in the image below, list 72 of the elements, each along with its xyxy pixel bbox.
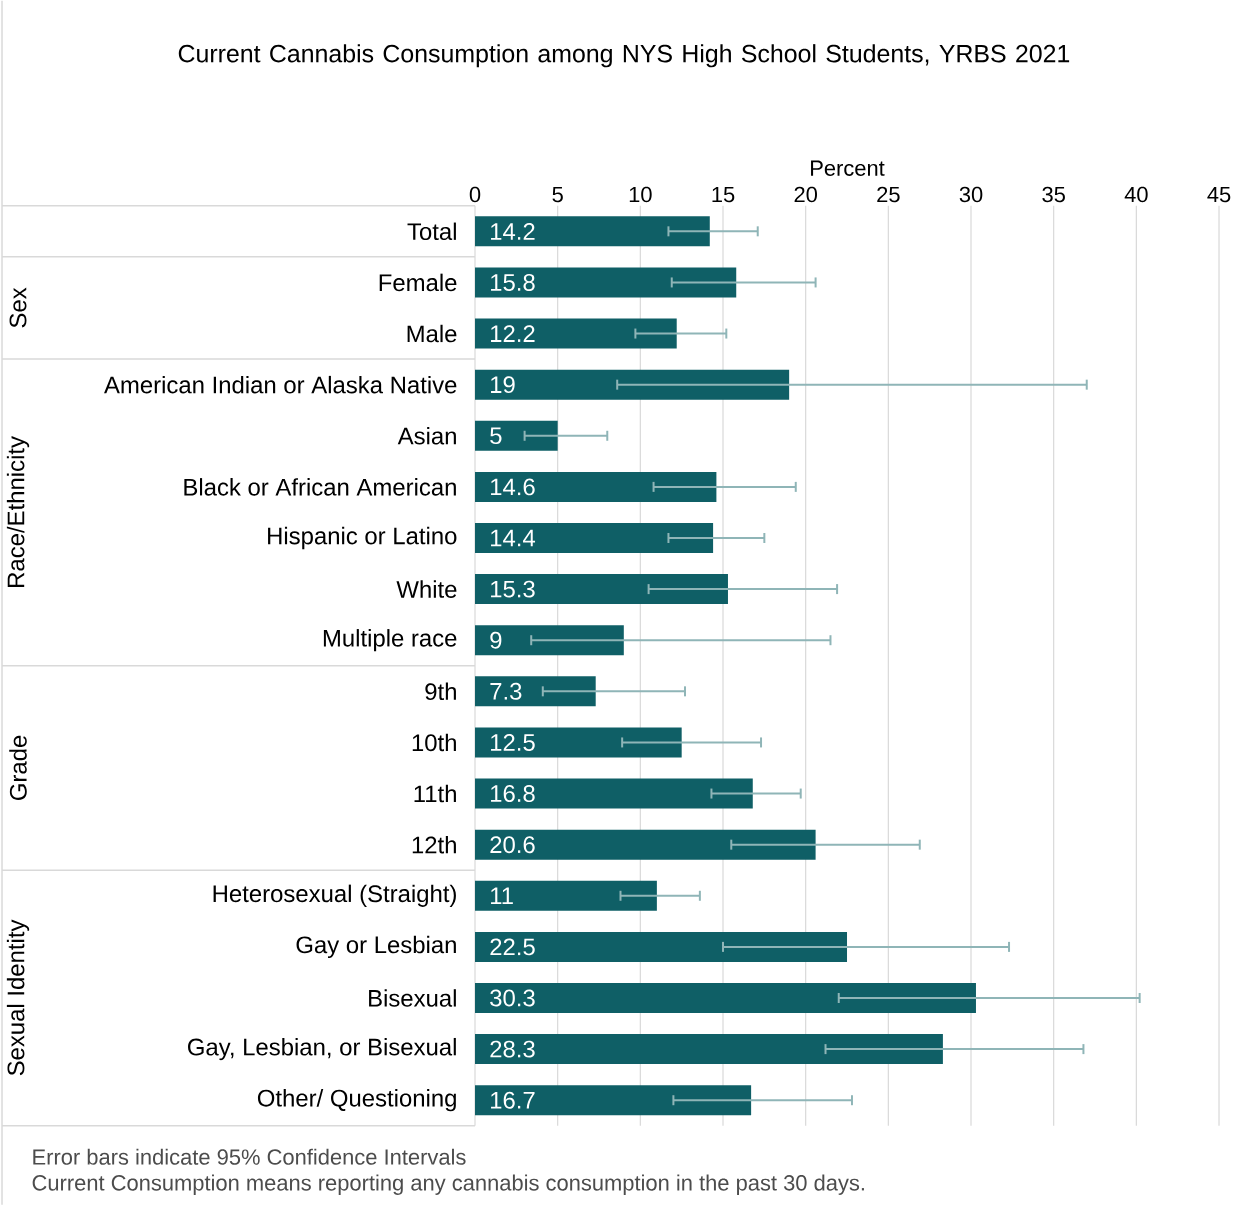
bar — [475, 369, 790, 400]
data-label: 14.4 — [491, 529, 536, 546]
data-label: 28.3 — [490, 1040, 535, 1058]
bar — [475, 829, 816, 860]
y-tick-label: White — [396, 580, 457, 598]
bar — [475, 267, 737, 298]
x-tick-label: 45 — [1207, 186, 1231, 203]
bar — [475, 1033, 943, 1064]
bar — [475, 216, 710, 247]
y-tick-label: Bisexual — [369, 988, 456, 1007]
y-tick-label: 9th — [425, 682, 456, 700]
bar — [475, 624, 624, 655]
data-label: 14.6 — [491, 478, 535, 496]
text: Error bars indicate 95% Confidence Intervals — [33, 1148, 466, 1165]
data-label: 14.2 — [491, 222, 535, 240]
data-label: 16.8 — [491, 784, 535, 802]
y-tick-label: American Indian or Alaska Native — [104, 375, 457, 394]
text: Race/Ethnicity — [6, 435, 30, 587]
y-tick-label: Other/ Questioning — [257, 1088, 456, 1112]
text: Sexual Identity — [6, 919, 30, 1076]
y-tick-label: Female — [379, 273, 457, 291]
data-label: 7.3 — [490, 682, 522, 700]
y-tick-label: Black or African American — [184, 477, 456, 496]
x-axis-title: Percent — [811, 160, 885, 176]
y-tick-label: Gay or Lesbian — [296, 935, 456, 958]
data-label: 22.5 — [490, 938, 535, 956]
data-label: 19 — [491, 375, 515, 393]
text: Current Consumption means reporting any cannabis consumption in the past 30 days. — [32, 1174, 864, 1195]
data-label: 11 — [491, 887, 513, 904]
chart-title: Current Cannabis Consumption among NYS High School Students, YRBS 2021 — [178, 43, 1070, 68]
x-tick-label: 20 — [794, 186, 817, 203]
bar — [475, 1084, 752, 1115]
x-tick-label: 0 — [469, 186, 481, 203]
y-tick-label: Heterosexual (Straight) — [213, 884, 456, 907]
bar — [475, 471, 717, 502]
data-label: 30.3 — [490, 989, 535, 1007]
bar — [475, 318, 677, 349]
y-tick-label: 12th — [412, 835, 456, 854]
x-tick-label: 10 — [629, 186, 652, 203]
x-tick-label: 40 — [1124, 186, 1148, 203]
bar — [475, 880, 657, 911]
bar — [475, 778, 753, 809]
bar — [475, 420, 558, 451]
x-tick-label: 35 — [1042, 186, 1065, 203]
x-tick-label: 5 — [552, 186, 563, 203]
text: Sex — [9, 287, 27, 328]
bar — [475, 982, 976, 1013]
y-tick-label: Multiple race — [323, 628, 457, 652]
y-tick-label: 11th — [414, 784, 456, 803]
data-label: 12.2 — [491, 324, 535, 342]
data-label: 9 — [490, 631, 502, 649]
data-label: 12.5 — [491, 733, 535, 751]
y-tick-label: Asian — [397, 426, 456, 445]
x-tick-label: 30 — [959, 186, 983, 203]
data-label: 5 — [490, 427, 502, 444]
bar — [475, 931, 848, 962]
data-label: 20.6 — [490, 835, 535, 853]
text: Grade — [9, 735, 27, 800]
x-tick-label: 15 — [712, 186, 735, 203]
y-tick-label: Male — [407, 324, 457, 343]
y-tick-label: Hispanic or Latino — [268, 526, 457, 549]
y-tick-label: 10th — [412, 733, 456, 751]
bar — [475, 522, 714, 553]
data-label: 15.3 — [491, 580, 535, 598]
y-tick-label: Gay, Lesbian, or Bisexual — [188, 1037, 456, 1061]
bar — [475, 573, 728, 604]
data-label: 16.7 — [491, 1091, 535, 1109]
x-tick-label: 25 — [877, 186, 900, 203]
bar — [475, 727, 682, 758]
y-tick-label: Total — [407, 222, 456, 240]
data-label: 15.8 — [491, 273, 535, 291]
bar — [475, 676, 596, 707]
